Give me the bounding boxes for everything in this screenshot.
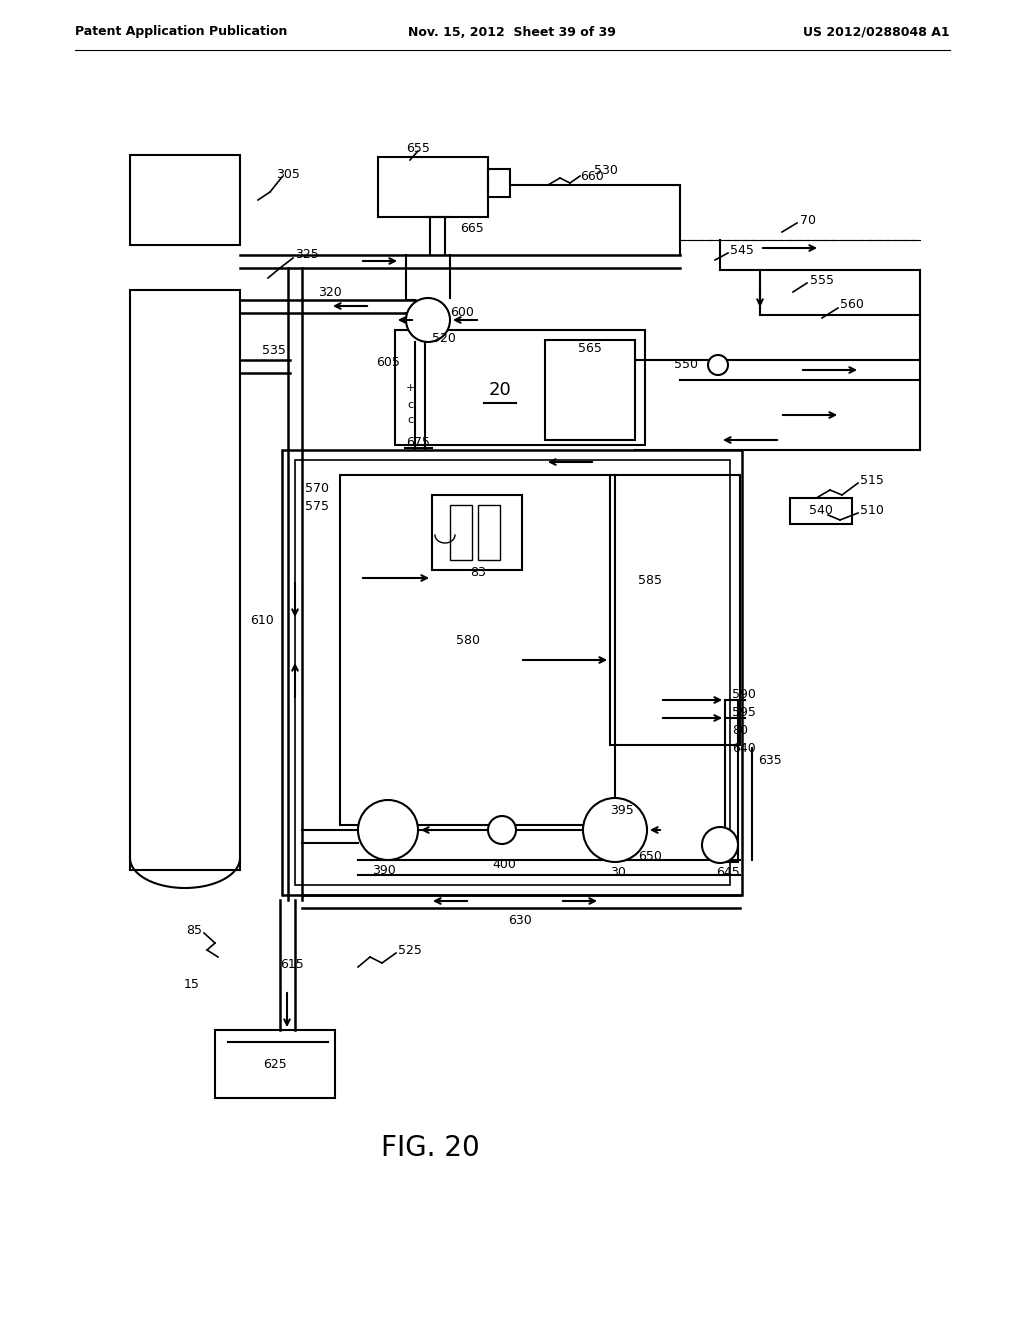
Circle shape <box>708 355 728 375</box>
Text: +: + <box>406 383 415 393</box>
Text: 555: 555 <box>810 273 834 286</box>
Text: c: c <box>407 400 413 411</box>
Bar <box>215 1030 335 1098</box>
Bar <box>790 498 852 524</box>
Text: 390: 390 <box>372 863 395 876</box>
Text: 665: 665 <box>460 222 483 235</box>
Text: 640: 640 <box>732 742 756 755</box>
Text: 520: 520 <box>432 331 456 345</box>
Text: 565: 565 <box>578 342 602 355</box>
Text: 675: 675 <box>407 437 430 450</box>
Bar <box>610 475 740 744</box>
Text: 575: 575 <box>305 500 329 513</box>
Text: 635: 635 <box>758 754 781 767</box>
Text: 585: 585 <box>638 573 662 586</box>
Text: 550: 550 <box>674 359 698 371</box>
Bar <box>130 290 240 870</box>
Text: 600: 600 <box>450 306 474 319</box>
Text: 545: 545 <box>730 243 754 256</box>
Circle shape <box>406 298 450 342</box>
Text: 305: 305 <box>276 168 300 181</box>
Text: 525: 525 <box>398 944 422 957</box>
Text: 615: 615 <box>280 958 304 972</box>
Text: 535: 535 <box>262 343 286 356</box>
Text: 625: 625 <box>263 1057 287 1071</box>
Text: 580: 580 <box>456 634 480 647</box>
Bar <box>295 459 730 884</box>
Bar <box>395 330 645 445</box>
Text: 395: 395 <box>610 804 634 817</box>
Text: 400: 400 <box>492 858 516 871</box>
Text: 590: 590 <box>732 689 756 701</box>
Bar <box>340 475 615 825</box>
Text: 70: 70 <box>800 214 816 227</box>
Bar <box>432 495 522 570</box>
Bar <box>478 506 500 560</box>
Circle shape <box>358 800 418 861</box>
Text: 605: 605 <box>376 356 400 370</box>
Text: Patent Application Publication: Patent Application Publication <box>75 25 288 38</box>
Text: 15: 15 <box>184 978 200 991</box>
Text: 80: 80 <box>732 723 748 737</box>
Circle shape <box>583 799 647 862</box>
Circle shape <box>702 828 738 863</box>
Text: 85: 85 <box>186 924 202 936</box>
Text: 560: 560 <box>840 298 864 312</box>
Text: 660: 660 <box>581 170 604 183</box>
Text: 320: 320 <box>318 286 342 300</box>
Bar <box>450 506 472 560</box>
Text: 30: 30 <box>610 866 626 879</box>
Bar <box>488 169 510 197</box>
Text: 20: 20 <box>488 381 511 399</box>
Text: 510: 510 <box>860 503 884 516</box>
Text: 540: 540 <box>809 504 833 517</box>
Text: 515: 515 <box>860 474 884 487</box>
Text: 530: 530 <box>594 164 617 177</box>
Text: 595: 595 <box>732 706 756 719</box>
Bar <box>545 341 635 440</box>
Bar <box>282 450 742 895</box>
Circle shape <box>488 816 516 843</box>
Text: 645: 645 <box>716 866 739 879</box>
Text: c: c <box>407 414 413 425</box>
Bar <box>130 154 240 246</box>
Text: Nov. 15, 2012  Sheet 39 of 39: Nov. 15, 2012 Sheet 39 of 39 <box>408 25 616 38</box>
Bar <box>378 157 488 216</box>
Text: 325: 325 <box>295 248 318 261</box>
Text: 570: 570 <box>305 482 329 495</box>
Text: US 2012/0288048 A1: US 2012/0288048 A1 <box>804 25 950 38</box>
Text: 610: 610 <box>250 614 274 627</box>
Text: 650: 650 <box>638 850 662 863</box>
Text: FIG. 20: FIG. 20 <box>381 1134 479 1162</box>
Text: 655: 655 <box>407 141 430 154</box>
Text: 83: 83 <box>470 565 486 578</box>
Text: 630: 630 <box>508 913 531 927</box>
